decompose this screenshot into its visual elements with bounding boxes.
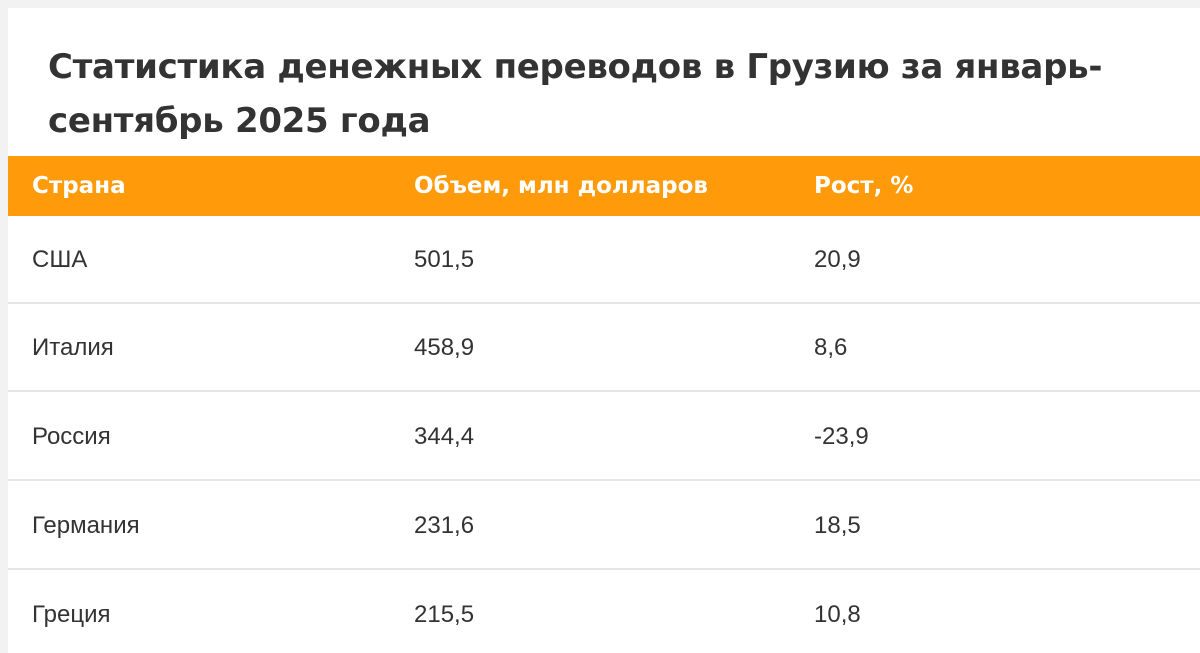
cell-country: Греция [32,601,111,628]
table-row: Греция 215,5 10,8 [8,571,1200,653]
row-divider [8,568,1200,570]
cell-country: Германия [32,512,140,539]
cell-volume: 458,9 [414,334,475,361]
table-row: Италия 458,9 8,6 [8,304,1200,392]
cell-country: Италия [32,334,114,361]
cell-growth: 20,9 [814,246,861,273]
header-country: Страна [32,173,126,199]
card: Статистика денежных переводов в Грузию з… [8,8,1200,653]
table-row: Россия 344,4 -23,9 [8,393,1200,481]
cell-volume: 344,4 [414,423,475,450]
cell-volume: 215,5 [414,601,475,628]
cell-country: Россия [32,423,111,450]
cell-country: США [32,246,88,273]
row-divider [8,390,1200,392]
cell-growth: 18,5 [814,512,861,539]
cell-growth: 10,8 [814,601,861,628]
table-row: США 501,5 20,9 [8,216,1200,304]
table-row: Германия 231,6 18,5 [8,482,1200,570]
header-volume: Объем, млн долларов [414,173,708,199]
page-title: Статистика денежных переводов в Грузию з… [48,47,1103,141]
header-growth: Рост, % [814,173,914,199]
row-divider [8,302,1200,304]
cell-growth: -23,9 [814,423,869,450]
cell-growth: 8,6 [814,334,848,361]
cell-volume: 501,5 [414,246,475,273]
table-header: Страна Объем, млн долларов Рост, % [8,156,1200,216]
cell-volume: 231,6 [414,512,475,539]
row-divider [8,479,1200,481]
